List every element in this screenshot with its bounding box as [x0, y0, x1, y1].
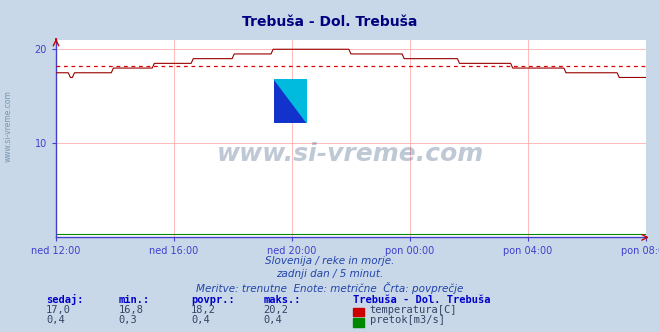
Text: 0,4: 0,4: [191, 315, 210, 325]
Text: 18,2: 18,2: [191, 305, 216, 315]
Text: 17,0: 17,0: [46, 305, 71, 315]
Text: povpr.:: povpr.:: [191, 295, 235, 305]
Text: min.:: min.:: [119, 295, 150, 305]
Text: 16,8: 16,8: [119, 305, 144, 315]
Polygon shape: [274, 79, 306, 123]
Text: Trebuša - Dol. Trebuša: Trebuša - Dol. Trebuša: [242, 15, 417, 29]
Text: 0,3: 0,3: [119, 315, 137, 325]
Text: www.si-vreme.com: www.si-vreme.com: [217, 142, 484, 166]
Text: 0,4: 0,4: [264, 315, 282, 325]
Text: 0,4: 0,4: [46, 315, 65, 325]
Text: www.si-vreme.com: www.si-vreme.com: [3, 90, 13, 162]
Text: sedaj:: sedaj:: [46, 294, 84, 305]
Text: pretok[m3/s]: pretok[m3/s]: [370, 315, 445, 325]
Polygon shape: [274, 79, 306, 123]
Text: maks.:: maks.:: [264, 295, 301, 305]
Text: Meritve: trenutne  Enote: metrične  Črta: povprečje: Meritve: trenutne Enote: metrične Črta: …: [196, 282, 463, 294]
Text: zadnji dan / 5 minut.: zadnji dan / 5 minut.: [276, 269, 383, 279]
Text: 20,2: 20,2: [264, 305, 289, 315]
Text: Slovenija / reke in morje.: Slovenija / reke in morje.: [265, 256, 394, 266]
Text: Trebuša - Dol. Trebuša: Trebuša - Dol. Trebuša: [353, 295, 490, 305]
Text: temperatura[C]: temperatura[C]: [370, 305, 457, 315]
